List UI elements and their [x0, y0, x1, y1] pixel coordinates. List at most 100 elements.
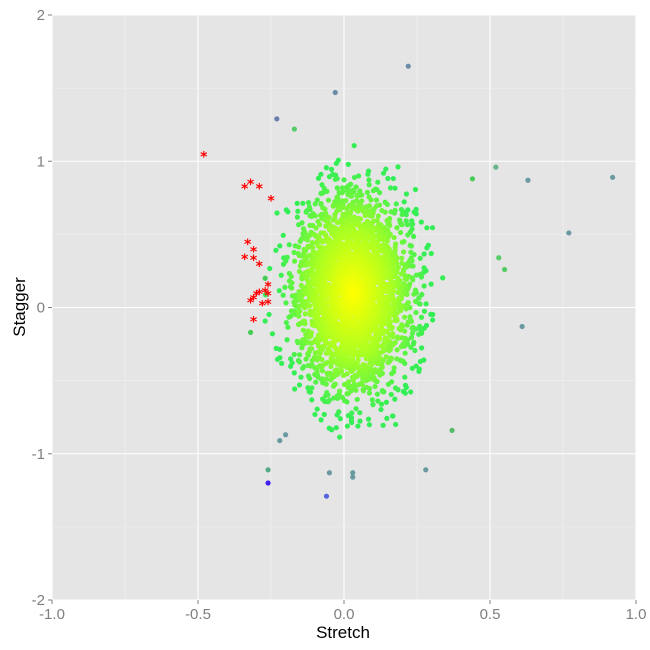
data-point: [378, 349, 384, 356]
x-tick-label: 0.0: [334, 606, 355, 623]
data-point: [405, 232, 411, 238]
data-point: [396, 325, 402, 332]
highlighted-point: *: [200, 149, 208, 165]
data-point: [269, 331, 276, 337]
data-point: [307, 206, 313, 213]
data-point: [292, 386, 298, 392]
data-point: [265, 467, 271, 473]
data-point: [374, 391, 380, 397]
highlighted-point: *: [267, 193, 275, 209]
data-point: [319, 376, 326, 382]
data-point: [393, 201, 399, 207]
data-point: [408, 344, 414, 350]
data-point: [321, 411, 327, 418]
data-point: [301, 318, 308, 324]
highlighted-point: *: [259, 299, 267, 315]
data-point: [391, 365, 397, 371]
data-point: [291, 126, 297, 132]
highlighted-point: *: [256, 259, 264, 275]
data-point: [428, 281, 434, 287]
highlighted-point: *: [256, 287, 264, 303]
data-point: [333, 425, 339, 431]
data-point: [357, 224, 363, 230]
highlighted-point: *: [241, 182, 249, 198]
y-axis-title: Stagger: [10, 277, 29, 337]
data-point: [323, 381, 329, 387]
data-point: [407, 314, 413, 320]
data-point: [402, 275, 408, 281]
data-point: [351, 222, 357, 228]
data-point: [566, 230, 572, 236]
highlighted-point: *: [253, 288, 261, 304]
data-point: [326, 397, 333, 403]
data-point: [309, 397, 315, 403]
data-point: [385, 221, 391, 227]
data-point: [382, 335, 389, 341]
data-point: [360, 361, 366, 368]
data-point: [309, 240, 315, 246]
data-point: [409, 325, 415, 331]
data-point: [370, 402, 376, 408]
data-point: [388, 209, 394, 215]
data-point: [404, 322, 410, 328]
data-point: [267, 265, 273, 272]
data-point: [371, 248, 377, 254]
data-point: [399, 211, 405, 217]
data-point: [323, 376, 329, 382]
data-point: [292, 311, 298, 318]
data-point: [390, 175, 396, 182]
data-point: [324, 188, 330, 195]
data-point: [339, 394, 346, 401]
data-point: [372, 383, 378, 390]
data-point: [429, 225, 436, 231]
data-point: [355, 423, 361, 429]
data-point: [262, 318, 268, 324]
data-point: [350, 291, 356, 297]
data-point: [344, 187, 350, 193]
data-point: [610, 174, 616, 180]
data-point: [421, 283, 427, 289]
data-point: [394, 356, 400, 362]
data-point: [408, 334, 415, 341]
data-point: [380, 170, 387, 176]
data-point: [394, 334, 400, 340]
highlighted-point: *: [244, 237, 252, 253]
data-point: [368, 197, 374, 203]
y-tick-label: 0: [37, 300, 45, 317]
data-point: [355, 357, 361, 363]
data-point: [351, 142, 357, 149]
data-point: [305, 200, 312, 206]
data-point: [357, 410, 363, 416]
data-point: [336, 409, 342, 415]
data-point: [375, 213, 381, 219]
data-point: [314, 406, 320, 412]
data-point: [379, 207, 385, 214]
data-point: [496, 255, 502, 261]
data-point: [308, 329, 314, 336]
data-point: [379, 388, 386, 394]
data-point: [322, 206, 328, 212]
data-point: [350, 470, 356, 476]
data-point: [417, 358, 423, 365]
data-point: [408, 249, 414, 255]
data-point: [428, 311, 434, 318]
data-point: [276, 288, 282, 294]
data-point: [357, 216, 364, 222]
data-point: [412, 287, 419, 293]
data-point: [413, 272, 420, 278]
data-point: [305, 373, 312, 379]
data-point: [348, 193, 354, 199]
data-point: [277, 437, 283, 444]
data-point: [493, 164, 499, 170]
data-point: [365, 416, 372, 422]
data-point: [389, 371, 395, 377]
highlighted-point: *: [264, 280, 272, 296]
data-point: [384, 238, 390, 244]
data-point: [291, 258, 298, 264]
x-tick-label: -0.5: [185, 606, 211, 623]
data-point: [326, 470, 332, 476]
data-point: [302, 311, 308, 317]
data-point: [312, 201, 318, 207]
highlighted-point: *: [264, 288, 272, 304]
data-point: [411, 291, 417, 297]
